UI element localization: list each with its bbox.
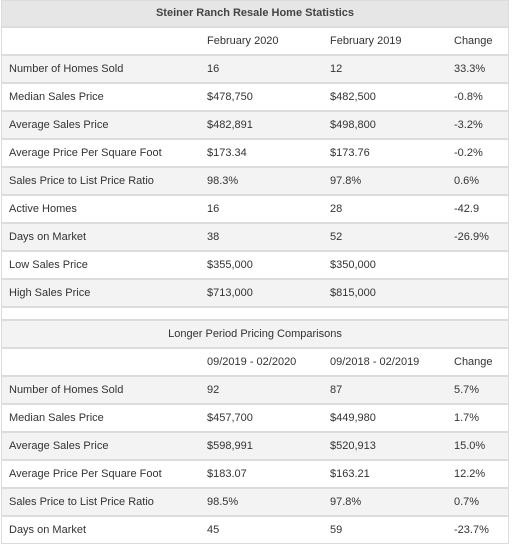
table-row: Days on Market 38 52 -26.9%	[1, 223, 509, 251]
cell-text: 12	[330, 63, 343, 75]
cell-text: February 2019	[330, 35, 402, 47]
cell-text: $173.76	[330, 147, 370, 159]
cell-text: 97.8%	[330, 175, 362, 187]
cell-text: $598,991	[207, 440, 253, 452]
cell-text: 12.2%	[454, 468, 486, 480]
table-row: Median Sales Price $478,750 $482,500 -0.8%	[1, 83, 509, 111]
cell-text: $355,000	[207, 259, 253, 271]
table-row: Longer Period Pricing Comparisons	[1, 320, 509, 348]
cell-text: 09/2018 - 02/2019	[330, 356, 420, 368]
cell-text: -23.7%	[454, 524, 489, 536]
cell-text: 87	[330, 384, 343, 396]
table-row: Days on Market 45 59 -23.7%	[1, 516, 509, 544]
table-row: Number of Homes Sold 92 87 5.7%	[1, 376, 509, 404]
cell-text: 97.8%	[330, 496, 362, 508]
cell-text: $183.07	[207, 468, 247, 480]
cell-text: 09/2019 - 02/2020	[207, 356, 297, 368]
table-row: Low Sales Price $355,000 $350,000	[1, 251, 509, 279]
cell-text: 98.3%	[207, 175, 239, 187]
table-row: Median Sales Price $457,700 $449,980 1.7%	[1, 404, 509, 432]
cell-text: 98.5%	[207, 496, 239, 508]
cell-text: Active Homes	[9, 203, 77, 215]
cell-text: $173.34	[207, 147, 247, 159]
cell-text: 1.7%	[454, 412, 480, 424]
cell-text: -26.9%	[454, 231, 489, 243]
cell-text: $478,750	[207, 91, 253, 103]
table-row	[1, 307, 509, 320]
cell-text: 5.7%	[454, 384, 480, 396]
table-row: Steiner Ranch Resale Home Statistics	[1, 0, 509, 27]
cell-text: -42.9	[454, 203, 480, 215]
cell-text: $520,913	[330, 440, 376, 452]
cell-text: $815,000	[330, 287, 376, 299]
table-row: Number of Homes Sold 16 12 33.3%	[1, 55, 509, 83]
cell-text: 33.3%	[454, 63, 486, 75]
cell-text: Number of Homes Sold	[9, 384, 124, 396]
table-row: Sales Price to List Price Ratio 98.5% 97.8…	[1, 488, 509, 516]
cell-text: $449,980	[330, 412, 376, 424]
table-row: February 2020 February 2019 Change	[1, 27, 509, 55]
cell-text: $163.21	[330, 468, 370, 480]
cell-text: Average Price Per Square Foot	[9, 468, 162, 480]
cell-text: 92	[207, 384, 220, 396]
table-row: Average Sales Price $482,891 $498,800 -3.2%	[1, 111, 509, 139]
table-row: High Sales Price $713,000 $815,000	[1, 279, 509, 307]
cell-text: -3.2%	[454, 119, 483, 131]
cell-text: Average Price Per Square Foot	[9, 147, 162, 159]
table-row: Average Price Per Square Foot $183.07 $163…	[1, 460, 509, 488]
cell-text: -0.2%	[454, 147, 483, 159]
cell-text: Average Sales Price	[9, 440, 109, 452]
table-row: Average Price Per Square Foot $173.34 $173…	[1, 139, 509, 167]
cell-text: 38	[207, 231, 220, 243]
cell-text: 52	[330, 231, 343, 243]
cell-text: Median Sales Price	[9, 91, 104, 103]
cell-text: Longer Period Pricing Comparisons	[168, 328, 342, 340]
cell-text: Days on Market	[9, 231, 87, 243]
cell-text: $498,800	[330, 119, 376, 131]
cell-text: 0.7%	[454, 496, 480, 508]
cell-text: Sales Price to List Price Ratio	[9, 496, 154, 508]
cell-text: 16	[207, 63, 220, 75]
cell-text: Number of Homes Sold	[9, 63, 124, 75]
table-row: Average Sales Price $598,991 $520,913 15.0%	[1, 432, 509, 460]
cell-text: $457,700	[207, 412, 253, 424]
cell-text: Low Sales Price	[9, 259, 88, 271]
cell-text: Average Sales Price	[9, 119, 109, 131]
cell-text: -0.8%	[454, 91, 483, 103]
cell-text: 59	[330, 524, 343, 536]
cell-text: 0.6%	[454, 175, 480, 187]
cell-text: Change	[454, 35, 493, 47]
cell-text: February 2020	[207, 35, 279, 47]
table-row: Active Homes 16 28 -42.9	[1, 195, 509, 223]
cell-text: High Sales Price	[9, 287, 91, 299]
cell-text: $482,500	[330, 91, 376, 103]
cell-text: 28	[330, 203, 343, 215]
cell-text: Sales Price to List Price Ratio	[9, 175, 154, 187]
cell-text: Steiner Ranch Resale Home Statistics	[155, 7, 355, 19]
cell-text: 45	[207, 524, 220, 536]
cell-text: 16	[207, 203, 220, 215]
cell-text: Median Sales Price	[9, 412, 104, 424]
cell-text: Change	[454, 356, 493, 368]
table-row: Sales Price to List Price Ratio 98.3% 97.8…	[1, 167, 509, 195]
table-row: 09/2019 - 02/2020 09/2018 - 02/2019 Change	[1, 348, 509, 376]
cell-text: Days on Market	[9, 524, 87, 536]
cell-text: 15.0%	[454, 440, 486, 452]
cell-text: $482,891	[207, 119, 253, 131]
cell-text: $713,000	[207, 287, 253, 299]
cell-text: $350,000	[330, 259, 376, 271]
